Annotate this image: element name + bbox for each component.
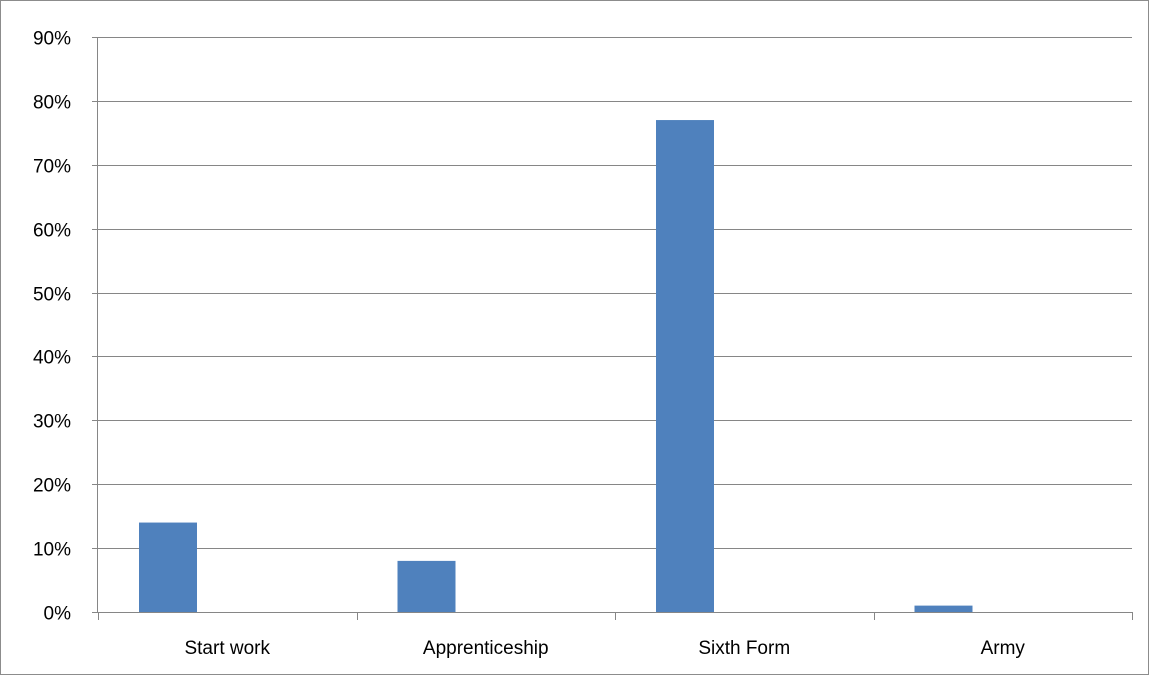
x-tick-label: Start work [184,638,270,659]
x-tick-label: Sixth Form [698,638,790,659]
bar [656,120,714,613]
y-tick-label: 90% [33,29,71,50]
y-tick-label: 60% [33,221,71,242]
x-tick-label: Army [981,638,1026,659]
y-tick-label: 70% [33,157,71,178]
axes [92,37,1133,620]
bars [139,120,973,613]
x-tick-label: Apprenticeship [423,638,549,659]
y-tick-label: 40% [33,348,71,369]
y-tick-labels: 0% 10% 20% 30% 40% 50% 60% 70% 80% 90% [33,29,71,625]
x-tick-labels: Start work Apprenticeship Sixth Form Army [184,638,1025,659]
y-tick-label: 30% [33,412,71,433]
bar [914,605,973,612]
y-tick-label: 80% [33,93,71,114]
y-tick-label: 20% [33,476,71,497]
bar [139,522,197,612]
bar [397,560,456,612]
y-tick-label: 50% [33,285,71,306]
y-tick-label: 0% [44,604,72,625]
gridlines [92,37,1132,549]
y-tick-label: 10% [33,540,71,561]
